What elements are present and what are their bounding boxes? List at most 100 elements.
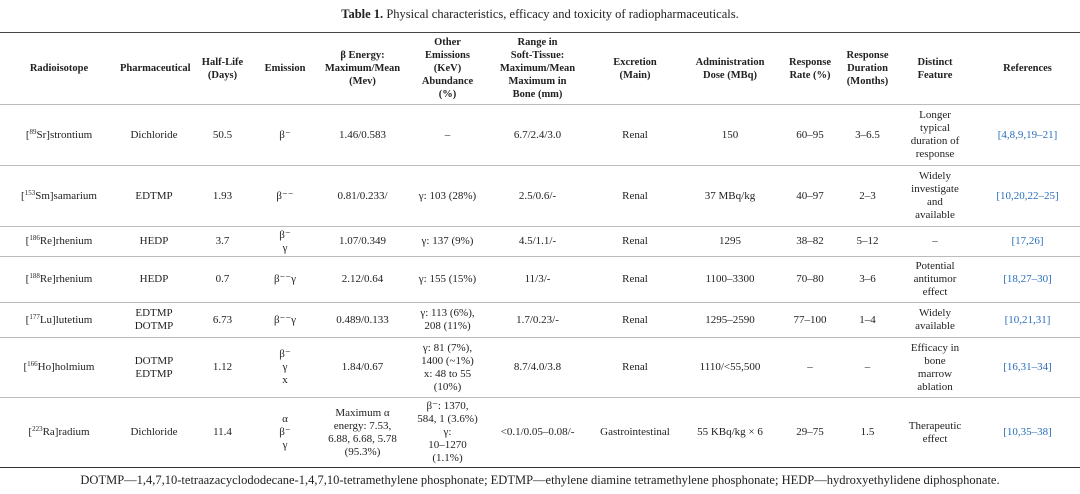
cell-radioisotope: [177Lu]lutetium — [25, 312, 93, 326]
cell-emission: β⁻⁻γ — [273, 313, 297, 326]
cell-feature: Efficacy in bone marrow ablation — [910, 341, 960, 393]
cell-references[interactable]: [10,35–38] — [1003, 426, 1052, 438]
cell-pharmaceutical: EDTMP — [135, 189, 173, 202]
cell-dose: 1110/<55,500 — [699, 361, 761, 373]
cell-pharmaceutical: Dichloride — [130, 426, 178, 438]
cell-other-emissions: γ: 155 (15%) — [418, 273, 477, 285]
cell-half-life: 1.93 — [212, 189, 233, 202]
isotope-name: Ra]radium — [42, 426, 90, 438]
cell-dose: 1100–3300 — [705, 273, 755, 285]
mass-number: 89 — [29, 127, 37, 136]
cell-beta-energy: 1.07/0.349 — [338, 235, 387, 247]
cell-emission: β⁻ — [279, 128, 291, 141]
table-row: [89Sr]strontium Dichloride 50.5 β⁻ 1.46/0.58… — [0, 105, 1080, 166]
column-header-pharmaceutical: Pharmaceutical — [120, 63, 191, 74]
table-footnote: DOTMP—1,4,7,10-tetraazacyclododecane-1,4… — [80, 473, 1000, 487]
cell-other-emissions: γ: 137 (9%) — [421, 235, 474, 247]
cell-response-duration: 5–12 — [856, 235, 879, 247]
cell-beta-energy: 2.12/0.64 — [341, 273, 384, 285]
cell-radioisotope: [153Sm]samarium — [21, 188, 97, 202]
cell-range: 8.7/4.0/3.8 — [513, 361, 562, 373]
column-header-response-rate: Response Rate (%) — [788, 56, 831, 81]
cell-radioisotope: [186Re]rhenium — [25, 234, 93, 248]
cell-range: 6.7/2.4/3.0 — [513, 128, 562, 141]
cell-feature: Widely investigate and available — [911, 170, 959, 221]
cell-response-duration: 3–6 — [859, 273, 876, 285]
column-header-range: Range in Soft-Tissue: Maximum/Mean Maxim… — [499, 37, 576, 100]
cell-references[interactable]: [18,27–30] — [1003, 273, 1052, 285]
isotope-name: Re]rhenium — [39, 273, 93, 285]
cell-range: 4.5/1.1/- — [518, 235, 557, 247]
cell-range: <0.1/0.05–0.08/- — [500, 426, 575, 438]
cell-emission: β⁻ γ x — [279, 348, 291, 386]
caption-text: Physical characteristics, efficacy and t… — [383, 7, 739, 21]
isotope-name: Re]rhenium — [39, 235, 93, 247]
cell-dose: 1295–2590 — [705, 313, 755, 326]
cell-pharmaceutical: DOTMP EDTMP — [134, 354, 174, 380]
cell-pharmaceutical: HEDP — [139, 235, 169, 247]
isotope-name: Ho]holmium — [37, 361, 95, 373]
cell-pharmaceutical: EDTMP DOTMP — [134, 307, 174, 332]
cell-dose: 55 KBq/kg × 6 — [697, 426, 763, 438]
table-caption: Table 1. Physical characteristics, effic… — [0, 7, 1080, 22]
cell-half-life: 1.12 — [212, 361, 233, 373]
cell-other-emissions: β⁻: 1370, 584, 1 (3.6%) γ: 10–1270 (1.1%… — [417, 400, 478, 464]
cell-dose: 150 — [721, 128, 739, 141]
cell-half-life: 0.7 — [215, 273, 230, 285]
cell-pharmaceutical: Dichloride — [130, 128, 178, 141]
column-header-references: References — [1003, 63, 1052, 74]
column-header-excretion: Excretion (Main) — [613, 56, 657, 81]
cell-radioisotope: [223Ra]radium — [28, 425, 90, 439]
cell-response-duration: 1.5 — [860, 426, 875, 438]
column-header-beta-energy: β Energy: Maximum/Mean (Mev) — [324, 50, 401, 87]
cell-excretion: Renal — [622, 361, 648, 373]
cell-range: 2.5/0.6/- — [518, 189, 557, 202]
cell-excretion: Renal — [622, 273, 648, 285]
cell-other-emissions: – — [444, 128, 451, 141]
column-header-emission: Emission — [264, 63, 306, 74]
mass-number: 166 — [27, 360, 38, 368]
cell-beta-energy: 1.46/0.583 — [338, 128, 387, 141]
cell-emission: β⁻ γ — [279, 228, 291, 254]
cell-feature: Longer typical duration of response — [910, 109, 960, 160]
mass-number: 223 — [32, 425, 43, 433]
column-header-response-duration: Response Duration (Months) — [846, 50, 889, 87]
cell-response-rate: – — [807, 361, 813, 373]
mass-number: 153 — [24, 188, 36, 197]
cell-beta-energy: 0.81/0.233/ — [337, 189, 388, 202]
column-header-radioisotope: Radioisotope — [29, 63, 89, 74]
mass-number: 188 — [29, 272, 40, 280]
cell-excretion: Renal — [622, 128, 648, 141]
cell-response-duration: 3–6.5 — [855, 128, 880, 141]
cell-radioisotope: [166Ho]holmium — [23, 360, 95, 374]
cell-excretion: Renal — [622, 313, 648, 326]
cell-references[interactable]: [16,31–34] — [1003, 361, 1052, 373]
cell-feature: Therapeutic effect — [908, 419, 962, 445]
cell-half-life: 3.7 — [215, 235, 230, 247]
cell-other-emissions: γ: 103 (28%) — [418, 189, 477, 202]
cell-references[interactable]: [10,20,22–25] — [996, 189, 1059, 202]
column-header-other-emissions: Other Emissions (KeV) Abundance (%) — [421, 37, 474, 100]
cell-references[interactable]: [4,8,9,19–21] — [997, 128, 1058, 141]
isotope-name: Sr]strontium — [36, 128, 93, 141]
mass-number: 186 — [29, 234, 40, 242]
isotope-name: Sm]samarium — [35, 189, 97, 202]
cell-response-rate: 60–95 — [796, 128, 824, 141]
cell-response-rate: 70–80 — [796, 273, 824, 285]
cell-feature: Potential antitumor effect — [913, 260, 957, 298]
cell-beta-energy: 1.84/0.67 — [341, 361, 384, 373]
cell-response-duration: 2–3 — [859, 189, 876, 202]
table-row: [166Ho]holmium DOTMP EDTMP 1.12 β⁻ γ x 1.84/… — [0, 338, 1080, 398]
isotope-name: Lu]lutetium — [39, 313, 93, 326]
table-row: [186Re]rhenium HEDP 3.7 β⁻ γ 1.07/0.349 γ: 13… — [0, 227, 1080, 257]
column-header-distinct-feature: Distinct Feature — [917, 56, 953, 81]
table-row: [188Re]rhenium HEDP 0.7 β⁻⁻γ 2.12/0.64 γ: 155… — [0, 257, 1080, 303]
cell-response-rate: 38–82 — [796, 235, 824, 247]
cell-half-life: 11.4 — [213, 426, 232, 438]
caption-label: Table 1. — [341, 7, 384, 21]
cell-references[interactable]: [10,21,31] — [1004, 313, 1051, 326]
cell-references[interactable]: [17,26] — [1011, 235, 1044, 247]
cell-response-duration: – — [864, 361, 871, 373]
mass-number: 177 — [29, 312, 40, 321]
cell-emission: α β⁻ γ — [279, 413, 291, 451]
